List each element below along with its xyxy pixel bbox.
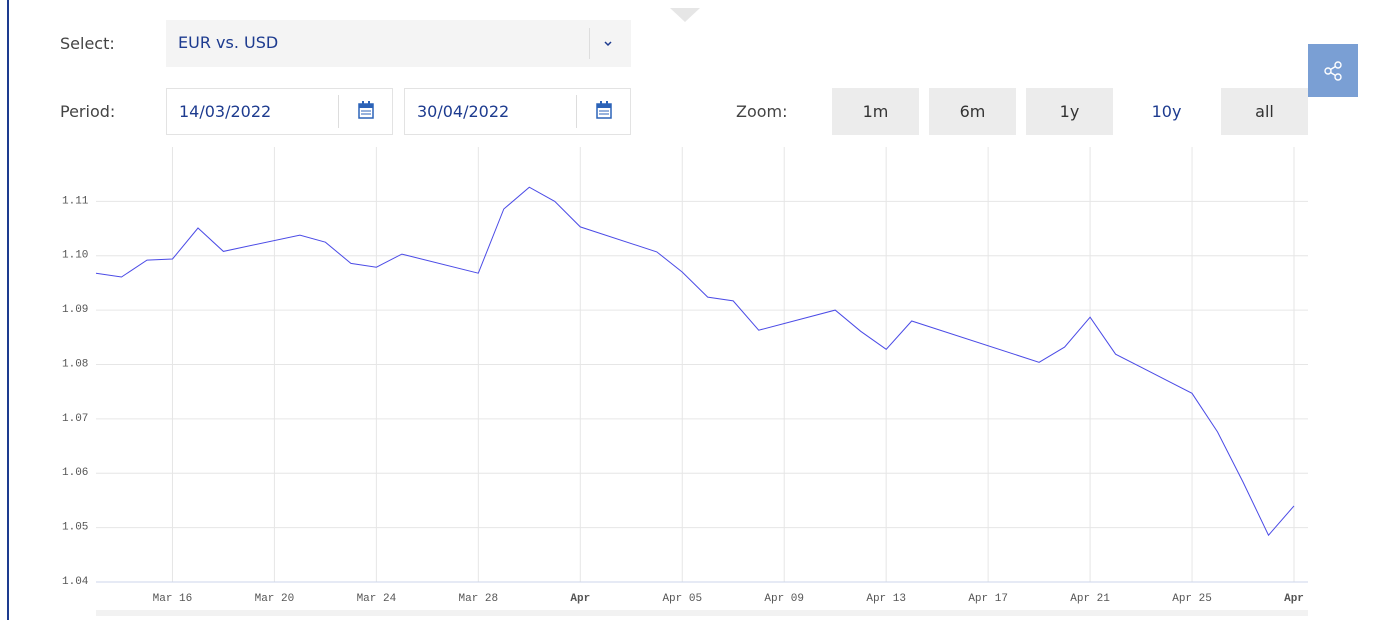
x-tick-label: Mar 16: [153, 593, 193, 605]
x-tick-label: Apr 09: [764, 593, 804, 605]
left-border: [7, 0, 9, 620]
divider: [589, 28, 590, 59]
zoom-button[interactable]: all: [1221, 88, 1308, 135]
y-tick-label: 1.05: [62, 522, 88, 534]
date-from[interactable]: 14/03/2022: [166, 88, 393, 135]
series-line: [95, 186, 1295, 537]
y-tick-label: 1.07: [62, 413, 88, 425]
x-tick-label: Apr: [1284, 593, 1304, 605]
divider: [576, 95, 577, 128]
calendar-icon[interactable]: [358, 101, 374, 119]
x-tick-label: Apr 13: [866, 593, 906, 605]
y-tick-label: 1.08: [62, 358, 88, 370]
zoom-button[interactable]: 1y: [1026, 88, 1113, 135]
y-tick-label: 1.10: [62, 250, 88, 262]
share-button[interactable]: [1308, 44, 1358, 97]
y-tick-label: 1.04: [62, 576, 89, 588]
x-tick-label: Mar 20: [255, 593, 295, 605]
zoom-button[interactable]: 1m: [832, 88, 919, 135]
zoom-label: Zoom:: [736, 102, 788, 121]
date-from-value: 14/03/2022: [179, 102, 272, 121]
select-label: Select:: [60, 34, 115, 53]
select-dropdown[interactable]: EUR vs. USD: [166, 20, 631, 67]
x-tick-label: Apr 25: [1172, 593, 1212, 605]
share-icon: [1324, 61, 1342, 81]
select-value: EUR vs. USD: [178, 33, 279, 52]
zoom-button[interactable]: 10y: [1151, 102, 1182, 121]
date-to-value: 30/04/2022: [417, 102, 510, 121]
navigator-strip: [96, 610, 1308, 616]
y-tick-label: 1.11: [62, 195, 89, 207]
divider: [338, 95, 339, 128]
y-tick-label: 1.06: [62, 467, 88, 479]
period-label: Period:: [60, 102, 116, 121]
x-tick-label: Apr 21: [1070, 593, 1110, 605]
x-tick-label: Mar 28: [459, 593, 499, 605]
x-tick-label: Apr 05: [662, 593, 702, 605]
x-tick-label: Mar 24: [357, 593, 397, 605]
x-tick-label: Apr 17: [968, 593, 1008, 605]
calendar-icon[interactable]: [596, 101, 612, 119]
tab-pointer: [670, 8, 700, 22]
y-tick-label: 1.09: [62, 304, 88, 316]
date-to[interactable]: 30/04/2022: [404, 88, 631, 135]
dropdown-caret: [604, 41, 612, 47]
zoom-button[interactable]: 6m: [929, 88, 1016, 135]
x-tick-label: Apr: [570, 593, 590, 605]
